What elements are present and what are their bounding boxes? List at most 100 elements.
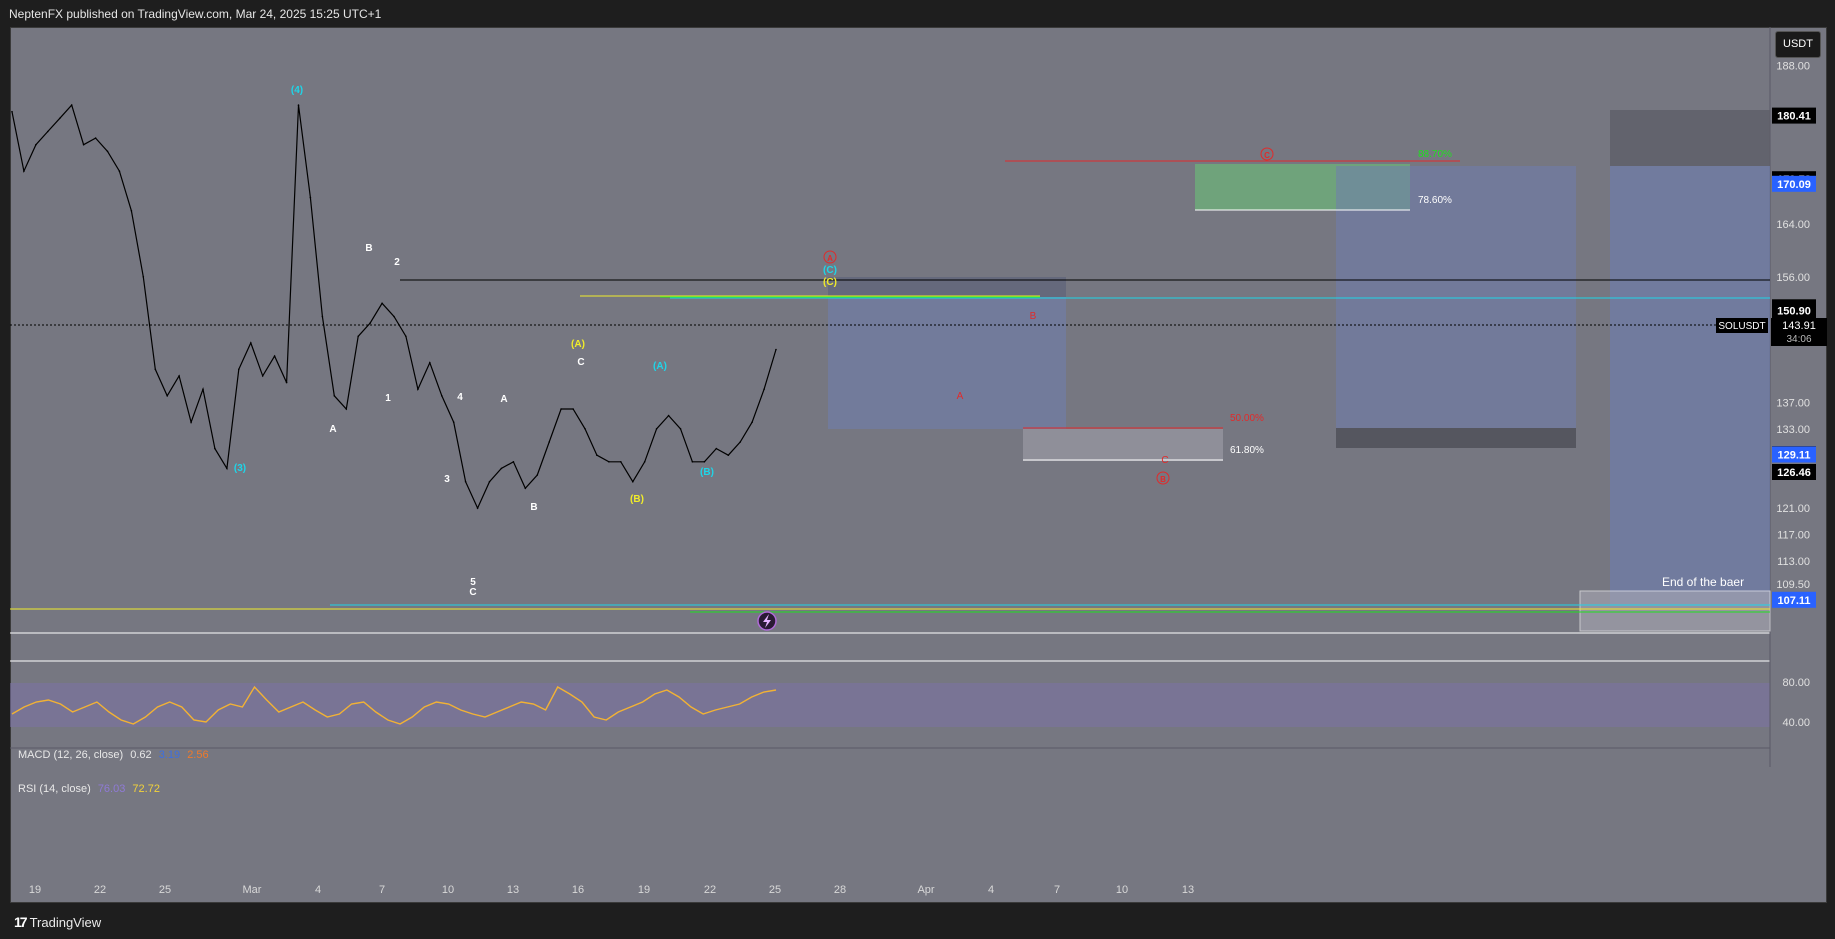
grey-box-mid-bottom <box>1336 428 1576 448</box>
price-label-text: 150.90 <box>1777 306 1811 318</box>
price-point <box>775 348 777 351</box>
symbol-countdown: 34:06 <box>1786 334 1811 345</box>
wave-label: A <box>957 391 964 402</box>
wave-label: 1 <box>385 393 391 404</box>
x-tick-label: 10 <box>442 884 454 896</box>
wave-label: 2 <box>394 257 400 268</box>
price-label-box <box>1772 175 1816 192</box>
price-point <box>643 461 646 463</box>
fib-786-label: 78.60% <box>1418 195 1452 206</box>
price-point <box>154 368 157 371</box>
end-of-bear-label: End of the baer <box>1662 575 1744 589</box>
symbol-name-box <box>1716 318 1768 333</box>
price-point <box>309 196 312 199</box>
tradingview-logo[interactable]: 17 TradingView <box>14 914 101 930</box>
price-point <box>488 480 491 483</box>
price-point <box>500 467 503 470</box>
lightning-icon[interactable] <box>757 611 777 631</box>
x-tick-label: 4 <box>315 884 321 896</box>
fib-618-label: 61.80% <box>1230 445 1264 456</box>
wave-label: (4) <box>291 85 303 96</box>
price-point <box>429 361 431 364</box>
x-tick-label: 25 <box>769 884 781 896</box>
price-point <box>536 474 539 476</box>
price-point <box>727 454 730 457</box>
wave-label: C <box>1264 151 1270 160</box>
price-point <box>118 170 121 172</box>
blue-target-box-left <box>828 277 1066 429</box>
x-tick-label: Apr <box>917 884 934 896</box>
currency-button[interactable]: USDT <box>1775 31 1821 58</box>
price-point <box>763 388 765 391</box>
price-point <box>202 388 204 391</box>
price-point <box>464 480 467 483</box>
price-label-text: 129.11 <box>1777 450 1810 462</box>
wave-label: (B) <box>630 494 644 505</box>
price-point <box>524 487 527 490</box>
price-point <box>226 467 228 470</box>
x-tick-label: 16 <box>572 884 584 896</box>
tradingview-logo-icon: 17 <box>14 914 28 930</box>
y-tick-label: 121.00 <box>1776 503 1810 515</box>
price-point <box>106 150 109 153</box>
wave-label: B <box>530 502 537 513</box>
price-point <box>238 368 240 371</box>
x-tick-label: 22 <box>704 884 716 896</box>
price-point <box>321 315 324 318</box>
price-point <box>369 322 371 324</box>
wave-label: C <box>469 587 476 598</box>
macd-legend[interactable]: MACD (12, 26, close) 0.62 3.19 2.56 <box>18 749 213 761</box>
wave-label: A <box>500 394 507 405</box>
price-point <box>584 428 586 430</box>
price-point <box>417 388 419 391</box>
x-tick-label: 7 <box>1054 884 1060 896</box>
rsi-tick-label: 80.00 <box>1782 677 1810 689</box>
price-point <box>655 428 658 430</box>
price-point <box>715 447 718 450</box>
price-point <box>70 104 73 106</box>
wave-label: C <box>1161 455 1168 466</box>
y-tick-label: 164.00 <box>1776 219 1810 231</box>
price-point <box>214 447 216 450</box>
price-point <box>381 302 383 305</box>
macd-value-2: 3.19 <box>158 749 181 761</box>
wave-label: 4 <box>457 392 463 403</box>
x-tick-label: 19 <box>638 884 650 896</box>
price-point <box>596 454 598 457</box>
wave-label: B <box>1030 311 1037 322</box>
y-axis-plain-labels: 188.00 164.00 156.00 137.00 133.00 121.00 117.… <box>1776 60 1810 591</box>
x-tick-label: 28 <box>834 884 846 896</box>
macd-value-1: 0.62 <box>130 749 152 761</box>
price-point <box>357 335 360 338</box>
grey-box-left-top <box>828 277 1066 297</box>
price-point <box>142 276 145 278</box>
price-point <box>82 143 85 146</box>
blue-target-box-right <box>1610 166 1770 606</box>
price-series <box>11 103 777 510</box>
price-label-text: 107.11 <box>1777 595 1810 607</box>
x-tick-label: 10 <box>1116 884 1128 896</box>
fib-886-label: 88.70% <box>1418 149 1452 160</box>
x-tick-label: 19 <box>29 884 41 896</box>
y-tick-label: 113.00 <box>1777 556 1810 568</box>
symbol-name: SOLUSDT <box>1718 321 1765 332</box>
price-point <box>190 421 192 424</box>
price-point <box>751 421 753 424</box>
rsi-value-2: 72.72 <box>132 783 160 795</box>
chart-canvas[interactable]: 19 22 25 Mar 4 7 10 13 16 19 22 25 28 Apr 4 7 10 13 188.0… <box>10 27 1827 903</box>
price-point <box>560 408 562 410</box>
price-point <box>35 143 37 146</box>
wave-label: 5 <box>470 577 476 588</box>
rsi-legend[interactable]: RSI (14, close) 76.03 72.72 <box>18 783 164 795</box>
price-point <box>345 408 348 410</box>
wave-label-circle <box>1156 471 1170 485</box>
tradingview-brand: TradingView <box>29 914 102 930</box>
price-point <box>608 461 610 463</box>
rsi-panel-band <box>10 683 1770 727</box>
price-label-box <box>1772 464 1816 480</box>
price-label-text: 170.09 <box>1777 179 1811 191</box>
price-point <box>572 408 574 410</box>
y-tick-label: 156.00 <box>1776 272 1810 284</box>
y-tick-label: 188.00 <box>1776 60 1810 72</box>
grey-box-right-top <box>1610 110 1770 166</box>
